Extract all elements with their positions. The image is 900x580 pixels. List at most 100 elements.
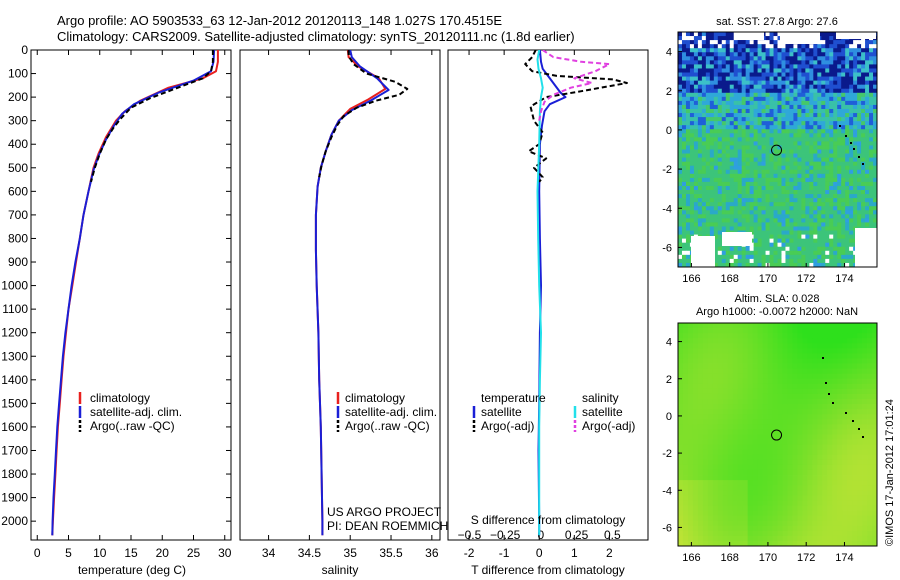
sla-cell [732, 388, 739, 395]
sst-cell [693, 137, 699, 142]
sla-cell [737, 414, 744, 420]
sst-cell [777, 258, 782, 264]
sla-cell [857, 383, 863, 390]
sla-cell [687, 485, 694, 491]
sst-cell [685, 169, 691, 175]
sst-cell [725, 60, 731, 65]
sst-cell [873, 141, 877, 146]
sst-cell [745, 44, 751, 49]
sst-cell [785, 117, 790, 122]
sst-cell [813, 113, 818, 118]
sla-cell [847, 399, 853, 405]
sst-cell [693, 72, 699, 77]
sst-cell [761, 165, 766, 171]
sst-cell [721, 141, 727, 146]
sst-cell [725, 72, 731, 77]
sst-cell [693, 40, 699, 45]
sst-cell [713, 153, 719, 158]
sst-cell [689, 137, 695, 142]
sst-cell [861, 129, 866, 134]
sst-cell [865, 169, 870, 175]
sst-cell [817, 202, 822, 207]
sla-cell [707, 358, 714, 364]
sst-cell [713, 117, 719, 122]
sla-cell [747, 424, 754, 430]
sst-cell [821, 153, 826, 158]
sst-cell [789, 137, 794, 142]
sla-cell [707, 363, 714, 370]
sla-cell [847, 323, 853, 329]
sst-cell [678, 100, 683, 106]
sla-cell [757, 475, 763, 481]
sst-cell [821, 68, 826, 73]
sst-cell [745, 194, 751, 199]
x-tick-label: 36 [425, 546, 439, 560]
sst-cell [817, 149, 822, 154]
sla-cell [832, 358, 838, 364]
sst-cell [793, 190, 798, 195]
sst-cell [745, 165, 751, 171]
sst-cell [725, 129, 731, 134]
sst-cell [873, 96, 877, 102]
sst-cell [789, 80, 794, 86]
sla-cell [702, 454, 709, 461]
sla-cell [802, 449, 808, 456]
sst-cell [693, 173, 699, 179]
sst-cell [709, 177, 715, 183]
sst-cell [845, 84, 850, 90]
sst-cell [865, 153, 870, 158]
sla-cell [792, 444, 798, 451]
sst-cell [713, 133, 719, 138]
sla-cell [692, 353, 699, 359]
island [852, 420, 854, 422]
sla-cell [807, 439, 813, 446]
sla-cell [802, 378, 808, 385]
sla-map-title-line1: Altim. SLA: 0.028 [735, 293, 820, 305]
sst-cell [701, 104, 707, 110]
sst-cell [777, 60, 782, 65]
sla-cell [797, 540, 803, 546]
sla-cell [682, 414, 689, 420]
sla-cell [802, 399, 808, 405]
sla-cell [867, 383, 873, 390]
sla-cell [742, 429, 749, 435]
sla-cell [837, 520, 843, 527]
sst-cell [729, 153, 735, 158]
sst-cell [801, 165, 806, 171]
sst-cell [773, 258, 778, 264]
sst-cell [801, 56, 806, 61]
sla-cell [712, 459, 719, 466]
sst-cell [745, 133, 751, 138]
sla-cell [817, 510, 823, 516]
sla-cell [777, 459, 783, 466]
sst-cell [685, 88, 691, 94]
sla-cell [752, 424, 759, 430]
sla-cell [842, 338, 848, 344]
sla-cell [687, 439, 694, 446]
sst-cell [741, 64, 747, 69]
sla-cell [847, 475, 853, 481]
x-tick-label: 35 [344, 546, 358, 560]
sla-cell [702, 404, 709, 410]
sst-cell [717, 153, 723, 158]
sst-cell [785, 222, 790, 227]
sla-cell [837, 505, 843, 511]
sst-cell [729, 48, 735, 53]
sla-cell [847, 333, 853, 339]
sst-cell [729, 133, 735, 138]
sst-cell [833, 169, 838, 175]
sst-cell [861, 173, 866, 179]
sst-cell [805, 137, 810, 142]
sst-cell [829, 104, 834, 110]
sla-cell [797, 353, 803, 359]
sst-cell [805, 145, 810, 150]
sla-cell [687, 368, 694, 375]
sla-cell [727, 505, 734, 511]
sst-cell [849, 96, 854, 102]
sst-cell [705, 218, 711, 223]
sst-cell [678, 202, 683, 207]
sla-cell [742, 540, 749, 546]
sst-cell [833, 80, 838, 86]
sla-cell [807, 323, 813, 329]
sst-cell [845, 222, 850, 227]
